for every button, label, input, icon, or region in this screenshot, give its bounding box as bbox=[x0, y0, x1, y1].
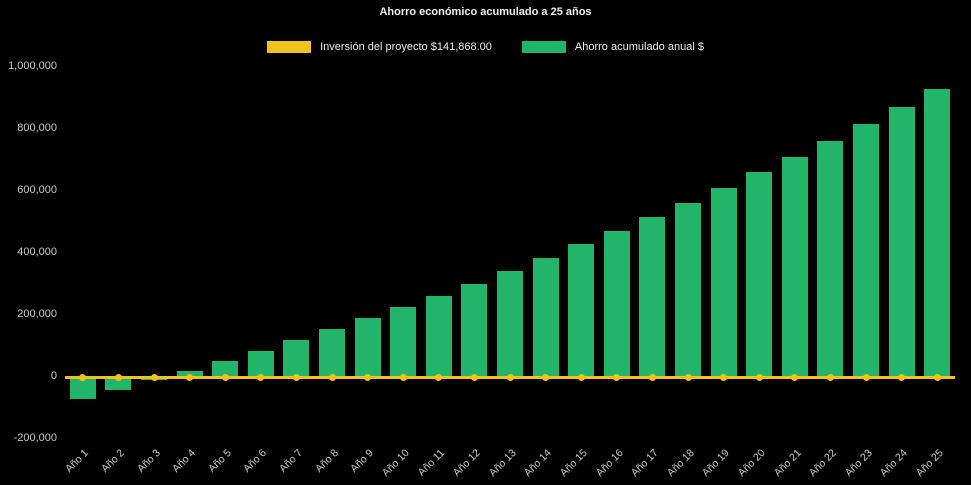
bar bbox=[247, 350, 274, 377]
bar bbox=[532, 257, 559, 377]
investment-line-marker bbox=[862, 373, 870, 381]
investment-line-marker bbox=[898, 373, 906, 381]
bar bbox=[781, 156, 808, 377]
investment-line-marker bbox=[791, 373, 799, 381]
x-axis-label: Año 3 bbox=[134, 447, 163, 475]
x-axis-label: Año 11 bbox=[415, 447, 448, 479]
savings-legend-swatch bbox=[521, 41, 566, 53]
y-axis-label: 400,000 bbox=[17, 246, 57, 258]
x-axis-label: Año 21 bbox=[771, 447, 804, 480]
investment-line-marker bbox=[328, 373, 336, 381]
bar bbox=[888, 106, 915, 377]
x-axis-label: Año 2 bbox=[98, 447, 127, 475]
bar bbox=[924, 88, 951, 377]
investment-line-marker bbox=[542, 373, 550, 381]
investment-line-marker bbox=[933, 373, 941, 381]
bar bbox=[675, 202, 701, 377]
legend-item-investment[interactable]: Inversión del proyecto $141,868.00 bbox=[267, 41, 492, 53]
y-axis-label: 0 bbox=[50, 370, 57, 382]
bar bbox=[817, 140, 844, 377]
savings-legend-label: Ahorro acumulado anual $ bbox=[574, 41, 704, 53]
plot-area bbox=[65, 67, 955, 439]
investment-line-marker bbox=[577, 373, 585, 381]
x-axis-label: Año 1 bbox=[63, 447, 92, 475]
chart-title: Ahorro económico acumulado a 25 años bbox=[379, 6, 592, 18]
bar bbox=[746, 172, 773, 377]
bar bbox=[710, 187, 737, 377]
x-axis-label: Año 18 bbox=[664, 447, 697, 480]
x-axis-label: Año 6 bbox=[241, 447, 270, 475]
investment-line-marker bbox=[114, 373, 122, 381]
bar bbox=[497, 270, 523, 377]
bar bbox=[105, 377, 132, 391]
bar bbox=[69, 377, 96, 400]
investment-line-marker bbox=[186, 373, 194, 381]
y-axis-label: 200,000 bbox=[17, 308, 57, 320]
investment-line-marker bbox=[470, 373, 478, 381]
legend-item-savings[interactable]: Ahorro acumulado anual $ bbox=[521, 41, 704, 53]
x-axis-label: Año 9 bbox=[348, 447, 377, 475]
investment-line-marker bbox=[613, 373, 621, 381]
x-axis-label: Año 7 bbox=[276, 447, 305, 475]
y-axis-label: 800,000 bbox=[17, 122, 57, 134]
investment-legend-label: Inversión del proyecto $141,868.00 bbox=[320, 41, 492, 53]
y-axis-label: 600,000 bbox=[17, 184, 57, 196]
investment-line-marker bbox=[506, 373, 514, 381]
bar bbox=[390, 307, 417, 377]
bar bbox=[603, 231, 630, 377]
x-axis-label: Año 25 bbox=[913, 447, 946, 480]
investment-line-marker bbox=[364, 373, 372, 381]
investment-line-marker bbox=[257, 373, 265, 381]
investment-line-marker bbox=[221, 373, 229, 381]
bar bbox=[568, 244, 595, 377]
x-axis-label: Año 15 bbox=[557, 447, 590, 480]
investment-line-marker bbox=[399, 373, 407, 381]
bar bbox=[639, 217, 666, 377]
x-axis-label: Año 19 bbox=[700, 447, 733, 480]
bar bbox=[354, 318, 381, 377]
y-axis-label: -200,000 bbox=[13, 432, 57, 444]
investment-line-marker bbox=[826, 373, 834, 381]
legend: Inversión del proyecto $141,868.00 Ahorr… bbox=[0, 41, 971, 53]
investment-line-marker bbox=[684, 373, 692, 381]
bar bbox=[319, 328, 345, 377]
y-axis: 1,000,000 800,000 600,000 400,000 200,000 0 -2… bbox=[0, 60, 57, 444]
bar bbox=[853, 124, 879, 377]
x-axis-label: Año 20 bbox=[735, 447, 768, 480]
bar bbox=[212, 360, 239, 377]
x-axis-label: Año 24 bbox=[878, 447, 911, 480]
x-axis-label: Año 14 bbox=[522, 447, 555, 480]
bar bbox=[425, 295, 452, 377]
y-axis-label: 1,000,000 bbox=[8, 60, 57, 72]
bar bbox=[283, 339, 310, 377]
x-axis-label: Año 5 bbox=[205, 447, 234, 475]
x-axis-label: Año 16 bbox=[593, 447, 626, 480]
investment-line-marker bbox=[755, 373, 763, 381]
investment-line-marker bbox=[648, 373, 656, 381]
x-axis-label: Año 12 bbox=[450, 447, 483, 480]
x-axis: Año 1 Año 2 Año 3 Año 4 Año 5 Año 6 Año 7 Año 8… bbox=[63, 439, 955, 485]
investment-line-marker bbox=[292, 373, 300, 381]
x-axis-label: Año 10 bbox=[379, 447, 412, 480]
x-axis-label: Año 23 bbox=[842, 447, 875, 480]
x-axis-label: Año 17 bbox=[628, 447, 661, 480]
x-axis-label: Año 4 bbox=[170, 447, 199, 475]
investment-legend-swatch bbox=[267, 41, 312, 53]
x-axis-label: Año 13 bbox=[486, 447, 519, 480]
x-axis-label: Año 22 bbox=[806, 447, 839, 480]
investment-line-marker bbox=[150, 373, 158, 381]
investment-line-marker bbox=[720, 373, 728, 381]
x-axis-label: Año 8 bbox=[312, 447, 341, 475]
bar bbox=[461, 284, 488, 377]
investment-line-marker bbox=[79, 373, 87, 381]
investment-line-marker bbox=[435, 373, 443, 381]
